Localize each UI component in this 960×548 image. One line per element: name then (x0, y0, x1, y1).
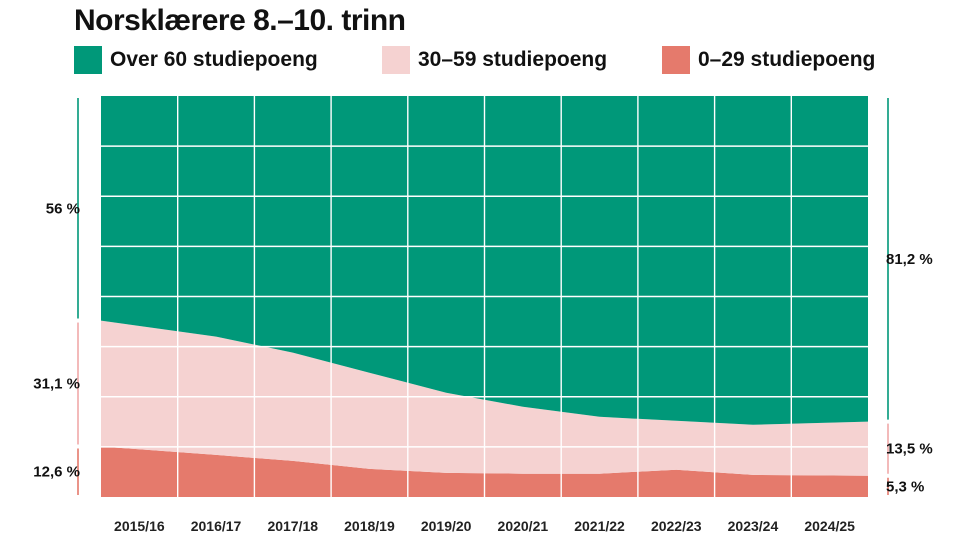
x-tick-label: 2018/19 (344, 518, 395, 534)
start-value-label-2: 56 % (46, 200, 80, 217)
legend-item-over-60: Over 60 studiepoeng (74, 44, 318, 76)
x-tick-label: 2022/23 (651, 518, 702, 534)
x-tick-label: 2023/24 (728, 518, 779, 534)
legend-swatch-0-29 (662, 46, 690, 74)
start-value-label-0: 12,6 % (33, 464, 80, 481)
x-tick-label: 2019/20 (421, 518, 472, 534)
x-tick-label: 2016/17 (191, 518, 242, 534)
end-value-label-2: 81,2 % (886, 251, 933, 268)
x-tick-label: 2017/18 (267, 518, 318, 534)
legend: Over 60 studiepoeng 30–59 studiepoeng 0–… (74, 44, 954, 76)
chart-title: Norsklærere 8.–10. trinn (74, 4, 406, 37)
legend-swatch-over-60 (74, 46, 102, 74)
x-tick-label: 2021/22 (574, 518, 625, 534)
x-tick-label: 2020/21 (498, 518, 549, 534)
legend-label-over-60: Over 60 studiepoeng (110, 48, 318, 71)
legend-label-30-59: 30–59 studiepoeng (418, 48, 608, 71)
area-series-0 (101, 446, 868, 497)
x-tick-label: 2015/16 (114, 518, 165, 534)
legend-item-30-59: 30–59 studiepoeng (382, 44, 607, 76)
start-value-label-1: 31,1 % (33, 376, 80, 393)
area-series-1 (101, 320, 868, 476)
end-value-label-1: 13,5 % (886, 441, 933, 458)
x-tick-label: 2024/25 (804, 518, 855, 534)
end-value-label-0: 5,3 % (886, 478, 924, 495)
legend-item-0-29: 0–29 studiepoeng (662, 44, 875, 76)
legend-swatch-30-59 (382, 46, 410, 74)
legend-label-0-29: 0–29 studiepoeng (698, 48, 876, 71)
